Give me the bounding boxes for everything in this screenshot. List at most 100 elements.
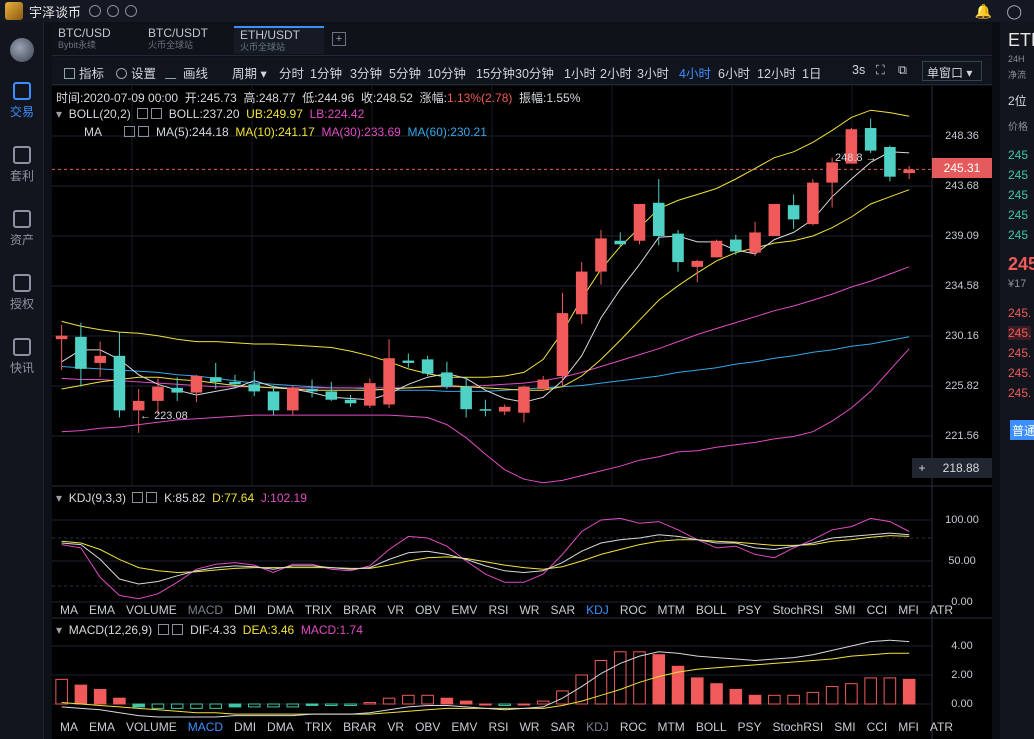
user-icon[interactable]: ◯ [1006,2,1022,19]
nav-news[interactable]: 快讯 [0,338,44,376]
indicator-tab-mtm[interactable]: MTM [657,720,685,734]
bid-price[interactable]: 245. [1008,346,1032,360]
indicator-tab-ema[interactable]: EMA [89,720,116,734]
nav-trade[interactable]: 交易 [0,82,44,120]
indicator-tab-stochrsi[interactable]: StochRSI [772,603,824,617]
chart-canvas[interactable] [52,86,992,739]
order-type-button[interactable]: 普通 [1010,420,1034,440]
tab-btc-usd[interactable]: BTC/USD Bybit永续 [52,26,117,54]
close-icon[interactable] [151,108,163,119]
interval-8[interactable]: 2小时 [600,67,632,81]
popout-icon[interactable]: ⧉ [898,63,907,77]
gear-icon[interactable] [137,108,149,119]
close-icon[interactable] [146,492,158,503]
panel-divider[interactable] [992,22,1000,739]
indicator-tab-macd[interactable]: MACD [187,720,224,734]
indicator-tab-smi[interactable]: SMI [834,603,856,617]
interval-5[interactable]: 15分钟 [476,67,515,81]
indicator-tab-psy[interactable]: PSY [737,720,762,734]
close-icon[interactable] [172,624,184,635]
interval-6[interactable]: 30分钟 [515,67,554,81]
ask-price[interactable]: 245 [1008,168,1029,182]
status-icon[interactable] [89,5,102,17]
indicator-tab-cci[interactable]: CCI [866,603,888,617]
indicator-tab-mfi[interactable]: MFI [898,603,919,617]
interval-13[interactable]: 1日 [802,67,822,81]
draw-button[interactable]: 画线 [164,63,208,82]
indicator-tab-atr[interactable]: ATR [929,603,954,617]
interval-9[interactable]: 3小时 [637,67,669,81]
indicator-tab-mfi[interactable]: MFI [898,720,919,734]
tab-eth-usdt[interactable]: ETH/USDT 火币全球站 [234,26,324,54]
ask-price[interactable]: 245 [1008,188,1029,202]
bid-price[interactable]: 245. [1008,366,1032,380]
indicator-tab-macd[interactable]: MACD [187,603,224,617]
interval-7[interactable]: 1小时 [564,67,596,81]
indicator-tab-brar[interactable]: BRAR [343,720,377,734]
indicator-tab-atr[interactable]: ATR [929,720,954,734]
indicator-tab-trix[interactable]: TRIX [304,720,333,734]
ask-price[interactable]: 245 [1008,148,1029,162]
indicator-tab-rsi[interactable]: RSI [488,603,509,617]
indicator-tab-cci[interactable]: CCI [866,720,888,734]
indicator-tab-kdj[interactable]: KDJ [586,720,609,734]
indicator-tab-kdj[interactable]: KDJ [586,603,609,617]
collapse-icon[interactable]: ▾ [56,107,63,121]
interval-1[interactable]: 1分钟 [310,67,342,81]
indicator-tab-emv[interactable]: EMV [451,603,478,617]
nav-auth[interactable]: 授权 [0,274,44,312]
gear-icon[interactable] [132,492,144,503]
close-icon[interactable] [138,126,150,137]
shield-icon[interactable] [107,5,120,17]
indicator-tab-sar[interactable]: SAR [550,603,576,617]
interval-12[interactable]: 12小时 [757,67,796,81]
indicator-tab-boll[interactable]: BOLL [695,603,727,617]
indicator-tab-vr[interactable]: VR [387,603,405,617]
indicator-tab-rsi[interactable]: RSI [488,720,509,734]
indicator-tab-mtm[interactable]: MTM [657,603,685,617]
indicator-tab-wr[interactable]: WR [519,603,540,617]
indicator-button[interactable]: 指标 [64,63,104,82]
refresh-rate[interactable]: 3s [852,63,866,77]
interval-2[interactable]: 3分钟 [350,67,382,81]
indicator-tab-volume[interactable]: VOLUME [126,720,177,734]
indicator-tab-ma[interactable]: MA [60,720,78,734]
rp-tab[interactable]: 2位 [1008,94,1027,108]
add-tab-button[interactable]: + [332,32,346,46]
indicator-tab-psy[interactable]: PSY [737,603,762,617]
indicator-tab-stochrsi[interactable]: StochRSI [772,720,824,734]
settings-button[interactable]: 设置 [116,63,156,82]
indicator-tab-dmi[interactable]: DMI [234,720,257,734]
indicator-tab-brar[interactable]: BRAR [343,603,377,617]
gear-icon[interactable] [158,624,170,635]
fullscreen-icon[interactable]: ⛶ [876,63,885,77]
period-dropdown[interactable]: 周期 ▾ [232,63,267,82]
indicator-tab-smi[interactable]: SMI [834,720,856,734]
indicator-tab-sar[interactable]: SAR [550,720,576,734]
min-price-tag[interactable]: +218.88 [912,458,992,478]
interval-3[interactable]: 5分钟 [389,67,421,81]
phone-icon[interactable] [125,5,138,17]
indicator-tab-trix[interactable]: TRIX [304,603,333,617]
indicator-tab-boll[interactable]: BOLL [695,720,727,734]
nav-arbitrage[interactable]: 套利 [0,146,44,184]
indicator-tab-dma[interactable]: DMA [267,720,294,734]
interval-4[interactable]: 10分钟 [427,67,466,81]
ask-price[interactable]: 245 [1008,228,1029,242]
indicator-tab-volume[interactable]: VOLUME [126,603,177,617]
indicator-tab-dmi[interactable]: DMI [234,603,257,617]
gear-icon[interactable] [124,126,136,137]
collapse-icon[interactable]: ▾ [56,491,63,505]
indicator-tab-emv[interactable]: EMV [451,720,478,734]
indicator-tab-obv[interactable]: OBV [415,603,441,617]
interval-11[interactable]: 6小时 [718,67,750,81]
indicator-tab-ema[interactable]: EMA [89,603,116,617]
bid-price[interactable]: 245. [1008,386,1032,400]
indicator-tab-dma[interactable]: DMA [267,603,294,617]
bid-price[interactable]: 245. [1008,306,1032,320]
bell-icon[interactable]: 🔔 [974,2,993,19]
indicator-tab-wr[interactable]: WR [519,720,540,734]
collapse-icon[interactable]: ▾ [56,623,63,637]
indicator-tab-roc[interactable]: ROC [619,720,647,734]
ask-price[interactable]: 245 [1008,208,1029,222]
